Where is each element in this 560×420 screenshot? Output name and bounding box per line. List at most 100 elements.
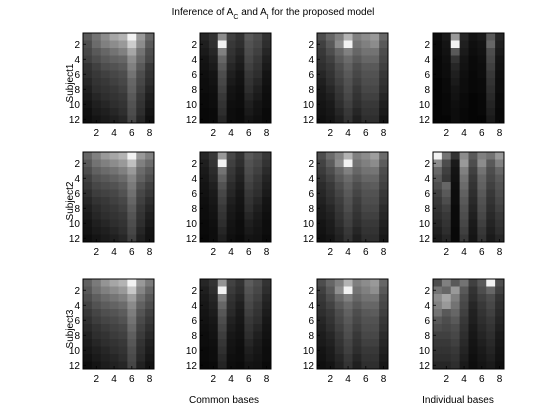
heatmap-cell [226,93,236,101]
x-tick-label: 2 [328,374,334,385]
heatmap-cell [208,212,219,220]
heatmap-cell [459,189,469,198]
heatmap-cell [208,48,219,56]
heatmap-cell [118,159,128,168]
heatmap-cell [486,301,496,310]
heatmap-cell [450,40,461,49]
heatmap-cell [262,93,272,101]
heatmap-cell [217,40,228,49]
heatmap-cell [486,189,496,198]
heatmap-cell [317,204,327,213]
x-tick-label: 6 [246,374,252,385]
heatmap-cell [109,63,119,71]
heatmap-cell [118,286,128,295]
heatmap-cell [352,361,362,370]
heatmap-cell [361,279,371,287]
heatmap-cell [208,182,219,190]
heatmap-cell [361,48,371,56]
heatmap-cell [325,212,336,220]
heatmap-cell [370,63,380,71]
heatmap-cell [118,108,128,116]
heatmap-cell [334,204,345,213]
y-tick-label: 4 [191,55,197,66]
heatmap-cell [217,55,228,64]
heatmap-cell [100,286,111,295]
heatmap-cell [468,174,478,183]
row-label-subject3: Subject3 [65,309,76,348]
heatmap-cell [208,316,219,325]
heatmap-cell [441,85,452,94]
heatmap-cell [450,78,461,86]
heatmap-cell [433,55,443,64]
heatmap-cell [433,234,443,243]
heatmap-cell [217,48,228,56]
heatmap-cell [244,197,254,205]
heatmap-cell [325,354,336,362]
heatmap-cell [317,294,327,302]
y-tick-label: 2 [308,286,314,297]
heatmap-cell [244,33,254,41]
heatmap-cell [486,85,496,94]
heatmap-cell [495,301,505,310]
heatmap-cell [379,354,389,362]
heatmap-cell [459,108,469,116]
heatmap-cell [100,70,111,79]
heatmap-cell [352,63,362,71]
heatmap-cell [495,48,505,56]
heatmap-cell [118,234,128,243]
heatmap-cell [477,219,487,228]
heatmap-cell [226,100,236,109]
heatmap-cell [433,219,443,228]
heatmap-cell [235,279,245,287]
heatmap-cell [379,212,389,220]
x-tick-label: 6 [479,247,485,258]
figure-title: Inference of AC and AI for the proposed … [172,7,375,21]
heatmap-cell [100,234,111,243]
heatmap-cell [100,301,111,310]
heatmap-cell [450,301,461,310]
heatmap-cell [370,159,380,168]
heatmap-cell [109,85,119,94]
heatmap-cell [145,182,155,190]
heatmap-cell [262,331,272,340]
heatmap-cell [468,115,478,124]
heatmap-cell [317,55,327,64]
heatmap-cell [370,346,380,355]
heatmap-cell [334,339,345,347]
heatmap-cell [325,227,336,235]
heatmap-cell [217,316,228,325]
heatmap-cell [450,339,461,347]
heatmap-cell [352,234,362,243]
heatmap-cell [145,286,155,295]
heatmap-cell [226,204,236,213]
heatmap-cell [486,152,496,160]
heatmap-cell [433,152,443,160]
heatmap-cell [145,324,155,332]
heatmap-cell [352,93,362,101]
heatmap-cell [91,294,102,302]
heatmap-cell [208,189,219,198]
heatmap-cell [136,93,146,101]
heatmap-cell [361,354,371,362]
heatmap-cell [109,182,119,190]
heatmap-cell [100,279,111,287]
heatmap-cell [244,234,254,243]
heatmap-cell [91,48,102,56]
heatmap-cell [361,78,371,86]
heatmap-cell [334,93,345,101]
heatmap-cell [325,167,336,175]
heatmap-cell [317,212,327,220]
heatmap-cell [226,63,236,71]
heatmap-cell [83,279,93,287]
heatmap-cell [118,294,128,302]
heatmap-cell [459,227,469,235]
heatmap-cell [486,354,496,362]
heatmap-cell [334,354,345,362]
heatmap-cell [477,70,487,79]
heatmap-cell [477,63,487,71]
heatmap-cell [343,100,353,109]
heatmap-cell [262,182,272,190]
heatmap-cell [235,354,245,362]
